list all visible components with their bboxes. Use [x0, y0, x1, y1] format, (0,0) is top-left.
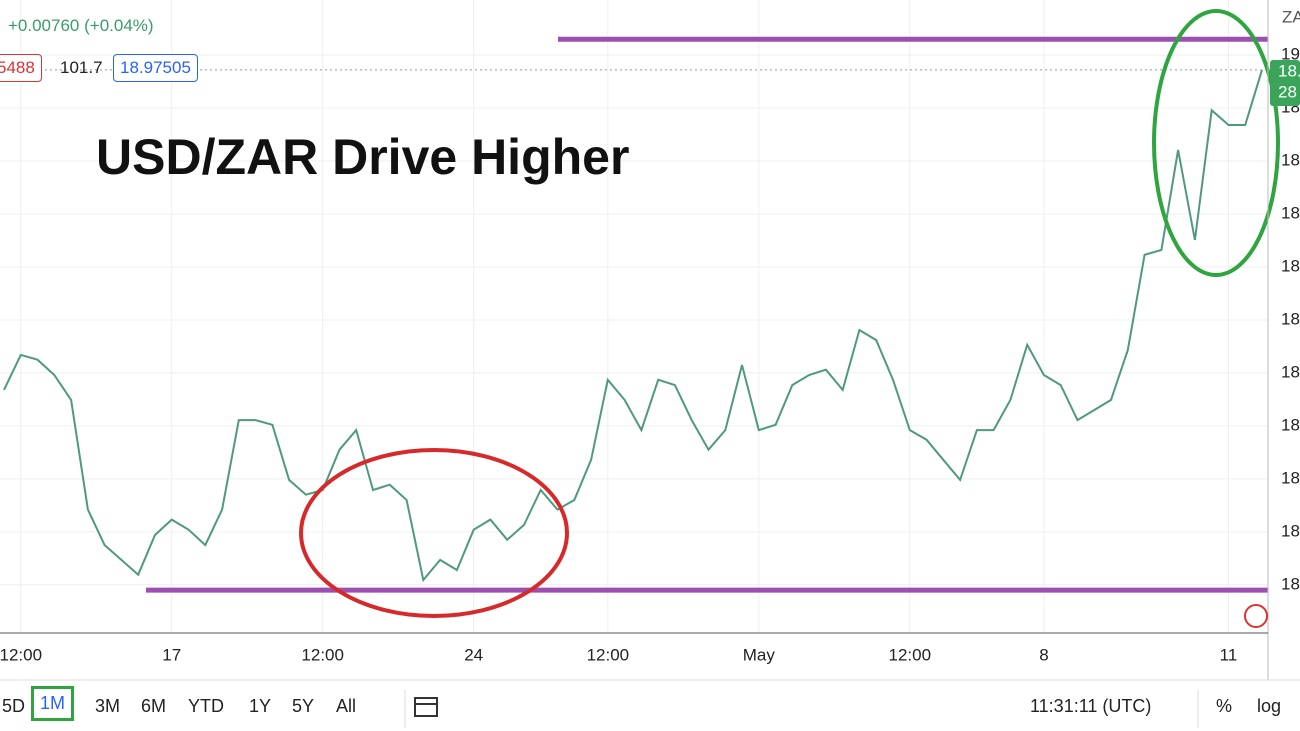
x-tick-label: 8 [1039, 645, 1048, 664]
price-tag-text: 18. [1278, 61, 1300, 80]
grid [0, 0, 1268, 633]
range-button[interactable]: 1M [31, 686, 75, 721]
logo-icon[interactable] [1244, 604, 1268, 628]
plot [0, 36, 1268, 593]
red-ellipse [299, 448, 569, 618]
y-tick-label: 18. [1281, 521, 1300, 540]
bid[interactable]: 5488 [0, 54, 42, 82]
chart-title: USD/ZAR Drive Higher [96, 129, 630, 185]
range-button[interactable]: All [336, 696, 357, 716]
x-tick-label: 12:00 [888, 645, 931, 664]
axis-corner: ZA [1282, 7, 1300, 26]
y-tick-label: 18. [1281, 362, 1300, 381]
range-button[interactable]: 3M [95, 696, 121, 716]
price-tag [1270, 60, 1300, 106]
y-tick-label: 18. [1281, 151, 1300, 170]
range-button[interactable]: YTD [188, 696, 224, 716]
clock: 11:31:11 (UTC) [1030, 696, 1152, 716]
percent-toggle[interactable]: % [1216, 696, 1233, 716]
calendar-icon[interactable] [414, 697, 438, 717]
ask[interactable]: 18.97505 [113, 54, 198, 82]
x-tick-label: 24 [464, 645, 483, 664]
log-toggle[interactable]: log [1257, 696, 1282, 716]
green-ellipse [1152, 9, 1280, 277]
calendar-icon-body [414, 697, 438, 717]
range-button[interactable]: 5D [2, 696, 26, 716]
y-tick-label: 18. [1281, 256, 1300, 275]
range-button[interactable]: 6M [141, 696, 167, 716]
x-tick-label: 12:00 [301, 645, 344, 664]
y-tick-label: 18. [1281, 203, 1300, 222]
y-tick-label: 18. [1281, 309, 1300, 328]
change: +0.00760 (+0.04%) [8, 16, 154, 35]
price-tag-text: 28 [1278, 82, 1297, 101]
y-tick-label: 18. [1281, 468, 1300, 487]
range-button[interactable]: 5Y [292, 696, 315, 716]
x-tick-label: May [743, 645, 776, 664]
x-tick-label: 11 [1220, 645, 1238, 664]
y-tick-label: 18. [1281, 574, 1300, 593]
y-tick-label: 19 [1281, 45, 1300, 64]
spread: 101.7 [60, 58, 103, 77]
price-line [3, 69, 1263, 583]
x-tick-label: 12:00 [0, 645, 42, 664]
y-tick-label: 18. [1281, 415, 1300, 434]
range-button[interactable]: 1Y [249, 696, 272, 716]
x-tick-label: 17 [162, 645, 181, 664]
x-tick-label: 12:00 [587, 645, 630, 664]
